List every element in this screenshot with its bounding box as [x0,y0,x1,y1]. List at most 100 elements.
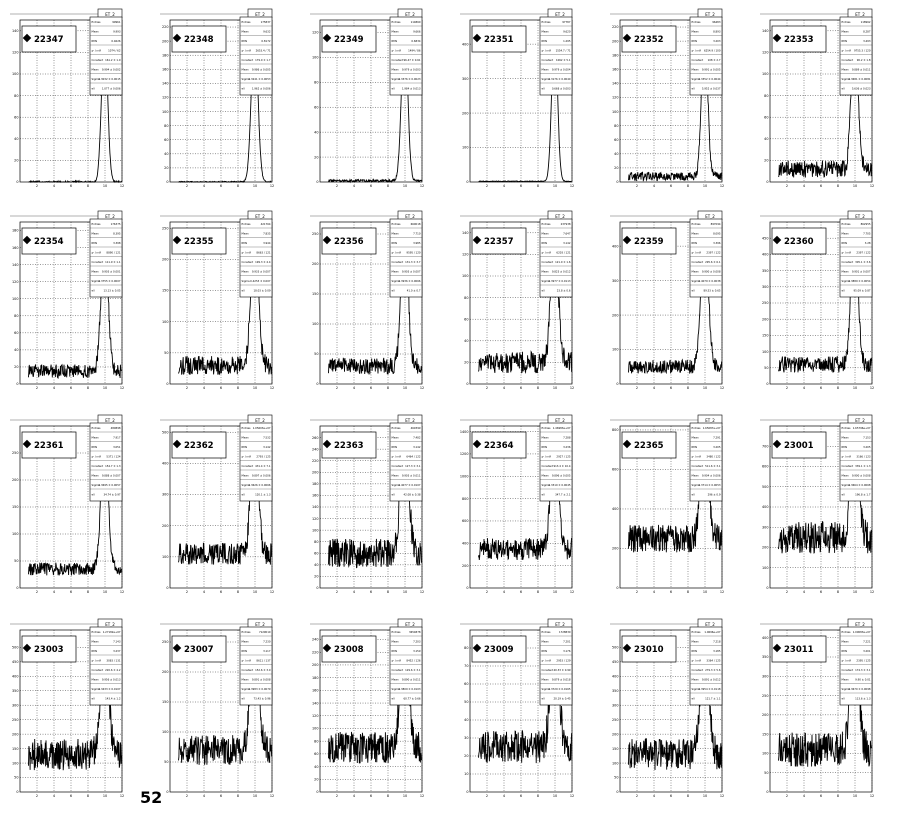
y-tick-label: 60 [464,682,468,686]
x-tick-label: 4 [203,184,205,188]
stats-label: Constant [692,464,704,468]
stats-label: ell [542,493,545,497]
stats-label: RMS [542,649,548,653]
stats-label: Mean [692,678,699,682]
x-tick-label: 10 [553,794,557,798]
y-tick-label: 150 [12,747,18,751]
stats-value: 196.8 ± 1.7 [855,493,871,497]
stats-value: 3.203 [713,39,721,43]
x-tick-label: 8 [687,184,689,188]
stats-value: 120.1 ± 1.3 [255,493,271,497]
stats-label: RMS [392,649,398,653]
x-tick-label: 12 [420,386,424,390]
stats-value: 3.205 [713,445,721,449]
run-number: 22353 [784,35,814,45]
x-tick-label: 10 [253,794,257,798]
stats-value: 3.237 [113,649,121,653]
y-tick-label: 160 [312,494,318,498]
run-number: 22355 [184,237,214,247]
y-tick-label: 0 [466,790,468,794]
y-tick-label: 120 [312,31,318,35]
legend-marker-icon [472,439,482,449]
stats-label: Constant [392,58,404,62]
y-tick-label: 0 [166,790,168,794]
x-tick-label: 2 [186,184,188,188]
y-tick-label: 80 [14,314,18,318]
stats-value: 3.159 [413,649,421,653]
stats-box [239,422,273,502]
stats-label: Constant [842,668,854,672]
stats-label: RMS [242,649,248,653]
x-tick-label: 12 [420,794,424,798]
y-tick-label: 800 [462,497,468,501]
x-tick-label: 10 [403,386,407,390]
x-tick-label: 8 [837,794,839,798]
stats-label: ell [92,87,95,91]
x-tick-label: 2 [636,386,638,390]
y-tick-label: 50 [14,559,18,563]
stats-label: Constant [92,58,104,62]
panel-title: ET_2 [855,214,865,219]
y-tick-label: 200 [462,564,468,568]
x-tick-label: 12 [420,184,424,188]
x-tick-label: 10 [553,590,557,594]
y-tick-label: 140 [612,82,618,86]
legend-box [171,431,227,459]
x-tick-label: 8 [387,590,389,594]
legend-box [171,25,227,53]
stats-value: 9.889 ± 0.011 [852,68,871,72]
stats-value: 660018 [411,222,421,226]
stats-value: 9595 / 120 [406,251,420,255]
stats-label: Entries [92,20,102,24]
x-tick-label: 8 [87,184,89,188]
stats-box [389,422,423,502]
stats-label: Constant [242,260,254,264]
y-tick-label: 250 [12,451,18,455]
y-tick-label: 20 [14,365,18,369]
stats-value: 2397 / 122 [856,251,870,255]
stats-label: χ² / ndf [242,659,251,663]
stats-value: 1.962 ± 0.006 [252,87,271,91]
stats-label: ell [842,87,845,91]
stats-label: Sigma [692,483,701,487]
stats-label: Mean [542,436,549,440]
panel-title: ET_2 [855,12,865,17]
y-tick-label: 120 [12,280,18,284]
stats-value: 9.994 ± 0.002 [102,68,121,72]
stats-value: 1.65087e+07 [703,426,721,430]
histogram-panel: ET_2 2 4 6 8 10 12 0 100 200 300 400 500 600 700 23001 E… [760,414,874,594]
stats-label: χ² / ndf [842,455,851,459]
y-tick-label: 100 [612,110,618,114]
run-number: 23010 [634,645,664,655]
x-tick-label: 10 [103,794,107,798]
stats-label: Mean [842,30,849,34]
y-tick-label: 80 [614,124,618,128]
legend-box [621,227,677,255]
stats-box [389,16,423,96]
stats-label: Constant [92,260,104,264]
stats-value: 8663 / 121 [256,251,270,255]
stats-label: Mean [842,474,849,478]
x-tick-label: 2 [336,794,338,798]
panel-title: ET_2 [705,622,715,627]
histogram-panel: ET_22 4 6 8 10 120204060801001201401601802235… [10,210,124,390]
legend-marker-icon [322,235,332,245]
stats-box [239,218,273,298]
y-tick-label: 0 [466,180,468,184]
stats-value: 220.6 ± 4.2 [105,668,121,672]
y-tick-label: 1400 [460,430,469,434]
stats-label: Sigma [92,687,101,691]
legend-marker-icon [22,439,32,449]
legend-box [171,635,227,663]
stats-value: 127.3 ± 3.1 [405,464,421,468]
panel-title: ET_2 [105,418,115,423]
stats-label: RMS [542,39,548,43]
stats-label: χ² / ndf [392,49,401,53]
stats-value: 0.3670 ± 0.0098 [849,687,871,691]
stats-label: Sigma [542,687,551,691]
x-tick-label: 6 [70,386,72,390]
stats-value: 0.3936 ± 0.0066 [399,279,421,283]
stats-label: ell [842,697,845,701]
stats-box [689,218,723,298]
y-tick-label: 60 [14,331,18,335]
